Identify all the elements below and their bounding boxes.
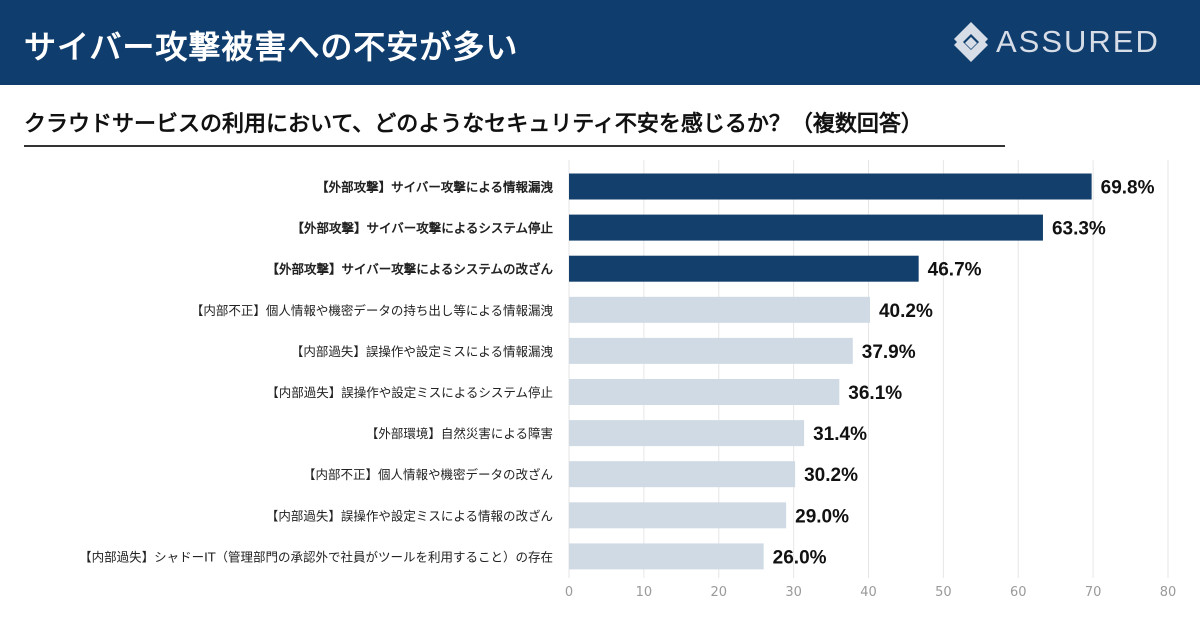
value-label: 63.3% <box>1052 219 1106 240</box>
x-tick-label: 10 <box>636 585 653 600</box>
brand-logo: ASSURED <box>952 20 1160 64</box>
logo-wordmark: ASSURED <box>996 24 1160 59</box>
value-label: 26.0% <box>773 547 827 568</box>
x-tick-label: 40 <box>860 585 877 600</box>
bar <box>569 296 870 323</box>
x-tick-label: 30 <box>785 585 802 600</box>
value-label: 36.1% <box>848 383 902 404</box>
chart-title: クラウドサービスの利用において、どのようなセキュリティ不安を感じるか？（複数回答… <box>24 112 923 137</box>
x-tick-label: 50 <box>935 585 952 600</box>
category-label: 【外部環境】自然災害による障害 <box>366 426 553 441</box>
value-label: 29.0% <box>795 506 849 527</box>
bar <box>569 461 796 488</box>
x-tick-label: 0 <box>565 585 573 600</box>
bar <box>569 255 919 282</box>
header-banner: サイバー攻撃被害への不安が多い ASSURED <box>0 0 1200 85</box>
bar <box>569 173 1092 200</box>
bar <box>569 214 1043 241</box>
bar <box>569 379 840 405</box>
bar <box>569 543 764 570</box>
category-label: 【外部攻撃】サイバー攻撃による情報漏洩 <box>316 180 553 195</box>
category-label: 【内部過失】シャドーIT（管理部門の承認外で社員がツールを利用すること）の存在 <box>79 549 553 564</box>
category-label: 【内部不正】個人情報や機密データの持ち出し等による情報漏洩 <box>191 303 554 318</box>
bar <box>569 502 787 529</box>
x-tick-label: 60 <box>1010 585 1027 600</box>
page-title: サイバー攻撃被害への不安が多い <box>24 28 519 66</box>
category-label: 【内部過失】誤操作や設定ミスによるシステム停止 <box>266 385 553 400</box>
value-label: 69.8% <box>1101 178 1155 199</box>
bar <box>569 420 805 447</box>
category-label: 【外部攻撃】サイバー攻撃によるシステム停止 <box>291 221 553 236</box>
x-tick-label: 20 <box>710 585 727 600</box>
x-tick-label: 70 <box>1085 585 1102 600</box>
value-label: 40.2% <box>879 301 933 322</box>
title-underline <box>24 145 1005 147</box>
category-label: 【内部過失】誤操作や設定ミスによる情報の改ざん <box>266 508 553 523</box>
category-label: 【外部攻撃】サイバー攻撃によるシステムの改ざん <box>266 262 553 277</box>
value-label: 30.2% <box>804 465 858 486</box>
value-label: 31.4% <box>813 424 867 445</box>
bar <box>569 337 853 364</box>
assured-logo-icon <box>954 22 988 62</box>
category-label: 【内部過失】誤操作や設定ミスによる情報漏洩 <box>291 344 554 359</box>
category-label: 【内部不正】個人情報や機密データの改ざん <box>303 467 553 482</box>
x-tick-label: 80 <box>1160 585 1177 600</box>
value-label: 37.9% <box>862 342 916 363</box>
value-label: 46.7% <box>928 260 982 281</box>
